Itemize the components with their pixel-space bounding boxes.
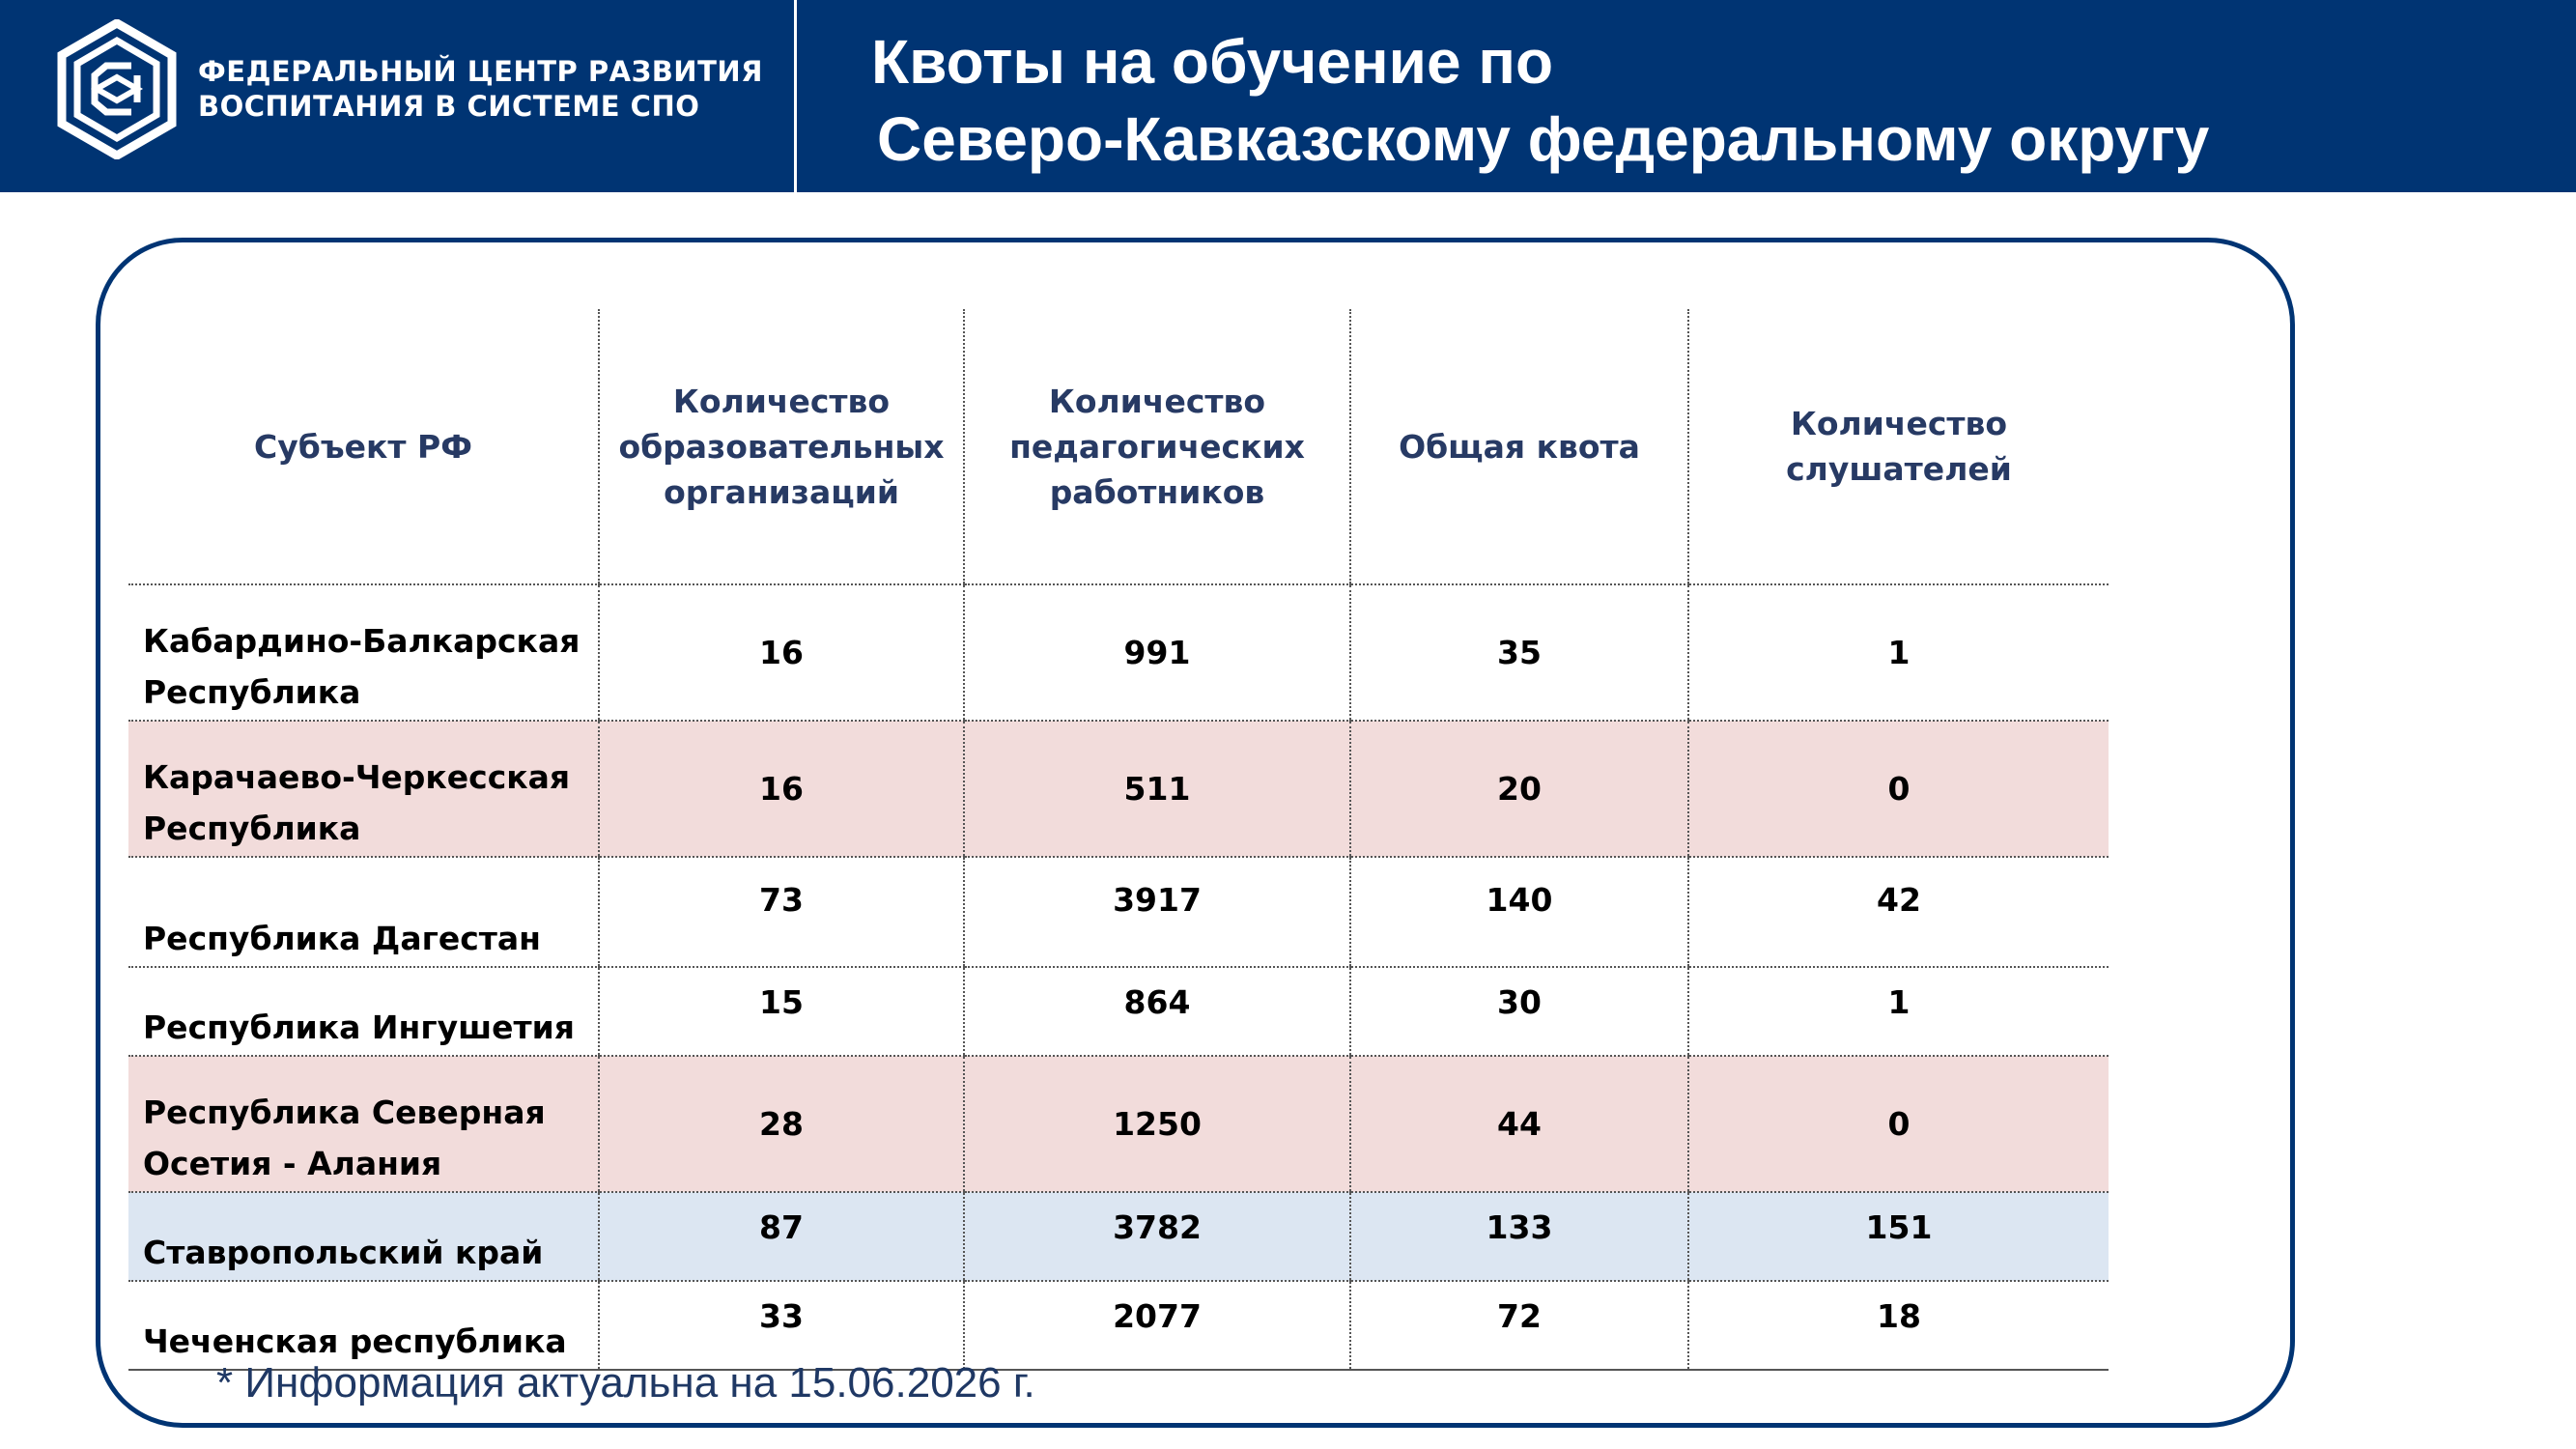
- header-teachers: Количество педагогических работников: [963, 309, 1350, 585]
- header-region: Субъект РФ: [128, 309, 599, 585]
- listeners-cell: 151: [1687, 1192, 2109, 1282]
- listeners-cell: 1: [1687, 584, 2109, 722]
- teachers-cell: 511: [963, 721, 1350, 858]
- orgs-cell: 33: [598, 1281, 964, 1371]
- listeners-cell: 0: [1687, 1056, 2109, 1193]
- footnote: * Информация актуальна на 15.06.2026 г.: [216, 1359, 1035, 1406]
- orgs-cell: 15: [598, 967, 964, 1057]
- teachers-cell: 3917: [963, 857, 1350, 968]
- header-bar: ФЕДЕРАЛЬНЫЙ ЦЕНТР РАЗВИТИЯ ВОСПИТАНИЯ В …: [0, 0, 2576, 192]
- region-cell: Республика Ингушетия: [128, 967, 599, 1057]
- quota-cell: 35: [1349, 584, 1688, 722]
- teachers-cell: 2077: [963, 1281, 1350, 1371]
- quota-cell: 20: [1349, 721, 1688, 858]
- quota-cell: 44: [1349, 1056, 1688, 1193]
- org-name-line1: ФЕДЕРАЛЬНЫЙ ЦЕНТР РАЗВИТИЯ: [198, 55, 763, 88]
- quota-cell: 30: [1349, 967, 1688, 1057]
- region-cell: Республика Дагестан: [128, 857, 599, 968]
- table-row: Республика Ингушетия 15 864 30 1: [128, 967, 2109, 1057]
- orgs-cell: 16: [598, 584, 964, 722]
- region-cell: Кабардино-Балкарская Республика: [128, 584, 599, 722]
- teachers-cell: 1250: [963, 1056, 1350, 1193]
- header-listeners: Количество слушателей: [1687, 309, 2109, 585]
- quota-cell: 72: [1349, 1281, 1688, 1371]
- org-name: ФЕДЕРАЛЬНЫЙ ЦЕНТР РАЗВИТИЯ ВОСПИТАНИЯ В …: [198, 54, 763, 124]
- table-row: Республика Северная Осетия - Алания 28 12…: [128, 1056, 2109, 1193]
- page-title-line1: Квоты на обучение по: [871, 27, 1554, 97]
- table-row: Чеченская республика 33 2077 72 18: [128, 1281, 2109, 1371]
- page-title: Квоты на обучение по Северо-Кавказскому …: [871, 23, 2209, 178]
- page-title-line2: Северо-Кавказскому федеральному округу: [877, 104, 2210, 174]
- listeners-cell: 0: [1687, 721, 2109, 858]
- header-divider: [794, 0, 797, 192]
- orgs-cell: 87: [598, 1192, 964, 1282]
- content-frame: [96, 238, 2295, 1428]
- region-cell: Чеченская республика: [128, 1281, 599, 1371]
- quota-table: Субъект РФ Количество образовательных ор…: [128, 309, 2109, 1371]
- header-quota: Общая квота: [1349, 309, 1688, 585]
- teachers-cell: 3782: [963, 1192, 1350, 1282]
- region-cell: Карачаево-Черкесская Республика: [128, 721, 599, 858]
- hexagon-spo-logo-icon: [57, 19, 177, 159]
- quota-cell: 133: [1349, 1192, 1688, 1282]
- listeners-cell: 18: [1687, 1281, 2109, 1371]
- table-row: Ставропольский край 87 3782 133 151: [128, 1192, 2109, 1282]
- region-cell: Ставропольский край: [128, 1192, 599, 1282]
- orgs-cell: 73: [598, 857, 964, 968]
- listeners-cell: 42: [1687, 857, 2109, 968]
- table-row: Кабардино-Балкарская Республика 16 991 35…: [128, 584, 2109, 722]
- quota-cell: 140: [1349, 857, 1688, 968]
- orgs-cell: 28: [598, 1056, 964, 1193]
- org-name-line2: ВОСПИТАНИЯ В СИСТЕМЕ СПО: [198, 90, 700, 123]
- region-cell: Республика Северная Осетия - Алания: [128, 1056, 599, 1193]
- table-row: Республика Дагестан 73 3917 140 42: [128, 857, 2109, 968]
- listeners-cell: 1: [1687, 967, 2109, 1057]
- table-header-row: Субъект РФ Количество образовательных ор…: [128, 309, 2109, 585]
- header-orgs: Количество образовательных организаций: [598, 309, 964, 585]
- orgs-cell: 16: [598, 721, 964, 858]
- teachers-cell: 991: [963, 584, 1350, 722]
- teachers-cell: 864: [963, 967, 1350, 1057]
- table-row: Карачаево-Черкесская Республика 16 511 20…: [128, 721, 2109, 858]
